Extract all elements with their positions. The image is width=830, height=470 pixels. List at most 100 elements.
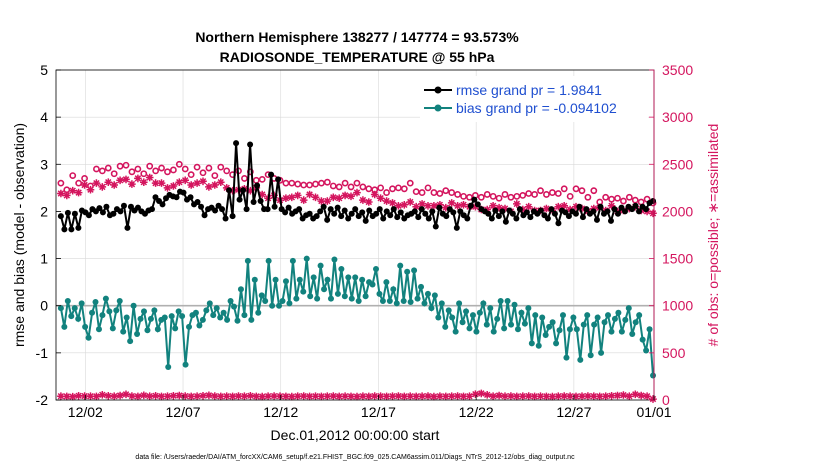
obs-assimilated-point (128, 392, 136, 400)
bias-point (255, 309, 262, 316)
obs-assimilated-point (57, 189, 65, 198)
bias-point (646, 326, 653, 333)
left-tick-label: 3 (40, 156, 48, 172)
obs-assimilated-point (157, 392, 166, 401)
x-axis: 12/02 12/07 12/12 12/17 12/22 12/27 01/01 (68, 395, 672, 420)
obs-assimilated-point (335, 392, 343, 401)
obs-possible-point (193, 163, 201, 171)
obs-assimilated-point (104, 392, 113, 400)
obs-assimilated-point (74, 392, 83, 400)
bias-point (140, 308, 147, 315)
bias-point (421, 300, 428, 307)
obs-assimilated-point (376, 392, 385, 400)
rmse-point (96, 205, 103, 212)
rmse-point (103, 203, 110, 210)
obs-assimilated-point (228, 186, 237, 195)
obs-assimilated-point (311, 392, 320, 400)
obs-possible-point (241, 175, 248, 182)
bias-point (643, 347, 650, 354)
obs-assimilated-point (388, 392, 397, 400)
rmse-point (492, 207, 499, 214)
chart-title: Northern Hemisphere 138277 / 147774 = 93… (195, 29, 519, 45)
bias-point (608, 328, 615, 335)
bias-point (418, 283, 425, 290)
obs-assimilated-point (495, 203, 503, 212)
obs-assimilated-point (240, 392, 249, 400)
obs-assimilated-point (193, 392, 201, 400)
obs-assimilated-point (347, 192, 355, 201)
bias-point (109, 325, 116, 332)
obs-assimilated-point (578, 392, 586, 400)
legend: rmse grand pr = 1.9841 bias grand pr = -… (420, 76, 648, 122)
bias-point (289, 257, 296, 264)
obs-possible-point (329, 182, 337, 190)
bias-point (241, 312, 248, 319)
obs-assimilated-point (524, 202, 533, 211)
bias-point (334, 290, 341, 297)
obs-assimilated-point (584, 392, 592, 400)
bias-point (272, 276, 279, 283)
bias-point (584, 312, 591, 319)
obs-assimilated-point (299, 196, 308, 204)
bias-point (629, 331, 636, 337)
obs-assimilated-point (400, 201, 409, 209)
obs-possible-point (223, 167, 231, 175)
right-tick-label: 2000 (662, 203, 693, 219)
obs-assimilated-point (305, 190, 314, 199)
obs-assimilated-point (619, 391, 628, 399)
bias-point (352, 274, 359, 281)
obs-assimilated-point (507, 392, 515, 400)
bias-point (570, 314, 577, 321)
rmse-point (233, 140, 240, 147)
rmse-point (180, 189, 187, 196)
bias-point (525, 305, 532, 312)
right-axis: 0 500 1000 1500 2000 2500 3000 3500 (649, 62, 693, 408)
bias-point (85, 334, 92, 341)
obs-assimilated-point (110, 181, 118, 189)
rmse-point (474, 201, 481, 208)
rmse-point (240, 187, 247, 194)
right-tick-label: 2500 (662, 156, 693, 172)
obs-assimilated-point (151, 179, 160, 187)
obs-assimilated-point (282, 194, 290, 202)
obs-possible-point (294, 180, 302, 188)
obs-assimilated-point (430, 392, 438, 401)
bias-point (362, 293, 369, 300)
bias-point (483, 321, 490, 328)
obs-assimilated-point (483, 391, 491, 399)
rmse-point (443, 213, 450, 220)
bias-point (217, 314, 224, 321)
bias-point (407, 298, 414, 305)
rmse-point (499, 208, 506, 215)
rmse-point (159, 201, 166, 208)
rmse-point (275, 176, 282, 183)
obs-assimilated-point (477, 389, 486, 398)
obs-assimilated-point (270, 392, 278, 400)
obs-possible-point (460, 192, 467, 200)
bias-point (123, 314, 130, 321)
rmse-point (432, 223, 439, 230)
bias-point (449, 314, 456, 321)
obs-possible-point (507, 193, 515, 201)
right-tick-label: 1000 (662, 298, 693, 314)
rmse-point (621, 208, 628, 215)
bias-point (598, 349, 605, 356)
obs-possible-point (104, 164, 112, 172)
bias-point (300, 288, 307, 295)
rmse-point (331, 210, 338, 217)
bias-point (75, 315, 82, 322)
rmse-point (359, 209, 366, 216)
obs-assimilated-point (613, 391, 622, 400)
rmse-point (425, 215, 432, 222)
obs-assimilated-point (365, 392, 373, 401)
obs-possible-point (205, 164, 213, 172)
obs-assimilated-point (578, 204, 586, 213)
bias-point (120, 328, 127, 335)
bias-point (127, 338, 134, 345)
obs-possible-point (69, 172, 77, 179)
bias-point (521, 320, 528, 327)
rmse-point (148, 206, 155, 213)
obs-assimilated-point (359, 392, 367, 400)
obs-assimilated-point (453, 392, 462, 400)
bias-point (494, 315, 501, 322)
